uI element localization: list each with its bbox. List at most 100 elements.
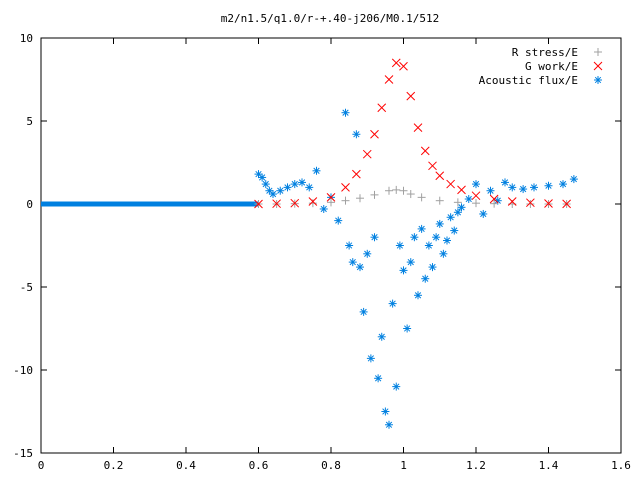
data-point [544,181,553,190]
chart-title: m2/n1.5/q1.0/r-+.40-j206/M0.1/512 [221,12,440,25]
data-point [446,179,455,189]
series-r-stress-e [254,185,571,208]
series-acoustic-flux-e [254,108,578,429]
data-point [399,61,408,71]
data-point [471,191,481,201]
data-point [519,185,528,194]
plot-frame [40,37,622,454]
data-point [457,203,466,212]
data-point [377,332,386,341]
legend-marker [594,76,602,84]
legend-label: R stress/E [512,46,578,59]
data-point [392,185,401,194]
data-point [526,198,535,208]
data-point [508,183,517,192]
y-tick-label: -5 [20,281,33,294]
data-point [428,263,437,272]
data-point [290,180,299,189]
data-point [388,299,397,308]
data-point [283,183,292,192]
x-tick-label: 1 [400,459,407,472]
x-tick-label: 0.8 [321,459,341,472]
data-point [406,91,416,101]
data-point [381,407,390,416]
data-point [530,183,538,192]
x-tick-label: 0 [38,459,45,472]
data-point [308,197,318,206]
data-point [305,183,314,192]
data-point [453,208,462,217]
data-point [507,197,517,206]
data-point [269,190,277,199]
data-point [370,190,379,199]
data-point [417,224,426,233]
x-tick-label: 0.2 [104,459,124,472]
data-point [356,263,364,272]
data-point [435,196,444,205]
x-tick-label: 1.4 [539,459,559,472]
data-point [501,178,509,187]
data-point [308,199,317,208]
series-g-work-e [254,58,571,209]
y-tick-label: -15 [13,447,33,460]
data-point [341,108,350,117]
data-point [370,233,379,242]
data-point [406,190,415,199]
y-tick-label: -10 [13,364,33,377]
data-point [334,216,343,225]
data-point [544,199,553,208]
data-point [428,161,437,171]
data-point [341,196,350,205]
data-point [392,382,401,391]
data-point [399,186,408,195]
data-point [559,180,567,189]
data-point [261,180,270,189]
y-tick-label: 0 [26,198,33,211]
legend-marker [594,48,602,56]
legend-marker [593,61,603,71]
data-point [395,241,404,250]
data-point [472,199,480,208]
data-point [443,236,451,245]
data-point [363,249,372,258]
data-point [352,169,361,179]
data-point [420,146,430,156]
data-point [385,420,393,429]
data-point [562,199,571,209]
data-point [432,233,441,242]
data-point [327,198,335,207]
data-point [417,193,426,202]
x-tick-label: 0.6 [249,459,269,472]
data-point [472,180,480,189]
data-point [569,175,578,184]
data-point [490,199,499,208]
data-point [399,266,408,275]
data-point [435,219,444,228]
data-point [421,274,430,283]
data-point [366,354,375,363]
data-point [374,374,383,383]
data-point [276,186,285,195]
legend-label: Acoustic flux/E [479,74,578,87]
data-point [435,171,445,181]
data-point [479,209,488,218]
x-tick-label: 1.6 [611,459,631,472]
x-tick-label: 1.2 [466,459,486,472]
data-point [450,226,459,235]
x-tick-label: 0.4 [176,459,196,472]
data-point [453,198,462,207]
data-point [446,213,455,222]
data-point [413,123,423,132]
data-point [319,204,328,213]
data-point [359,307,368,316]
data-point [377,103,387,113]
data-point [352,130,361,139]
data-point [258,173,267,182]
data-point [403,324,412,333]
data-point [464,195,473,204]
data-point [489,194,499,204]
data-point [272,199,281,209]
data-point [486,186,495,195]
